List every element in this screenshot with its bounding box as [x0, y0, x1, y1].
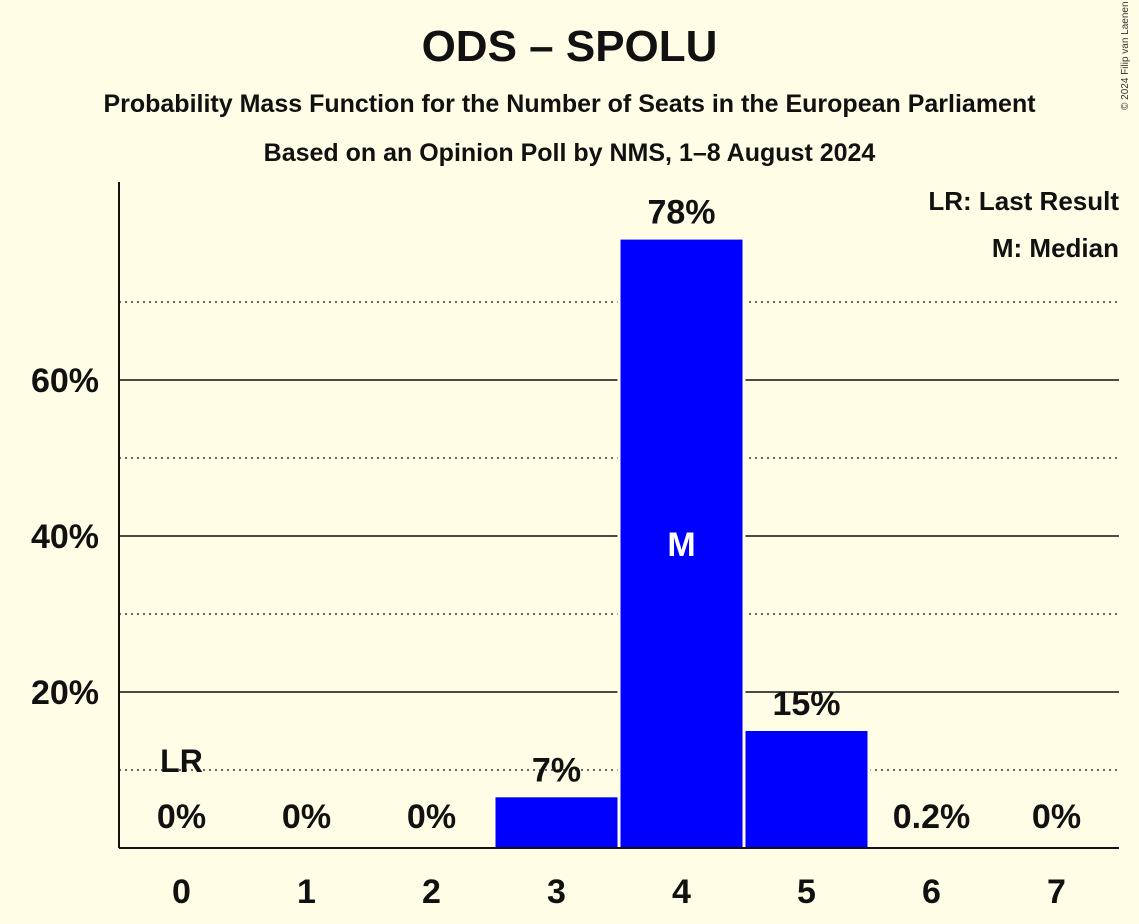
data-label: 15%: [772, 685, 840, 723]
bar: [745, 731, 868, 848]
x-tick-label: 4: [672, 873, 691, 911]
x-tick-label: 2: [422, 873, 441, 911]
data-label: 7%: [532, 751, 581, 789]
legend-median: M: Median: [991, 233, 1119, 263]
data-label: 0.2%: [893, 798, 971, 836]
data-label: 0%: [1032, 798, 1081, 836]
data-label: 0%: [407, 798, 456, 836]
y-tick-label: 60%: [31, 362, 99, 400]
bar: [495, 797, 618, 848]
data-label: 0%: [157, 798, 206, 836]
x-tick-label: 7: [1047, 873, 1066, 911]
chart-source: Based on an Opinion Poll by NMS, 1–8 Aug…: [263, 139, 876, 167]
legend-last-result: LR: Last Result: [928, 186, 1119, 216]
data-label: 78%: [647, 194, 715, 232]
y-tick-label: 20%: [31, 674, 99, 712]
last-result-marker: LR: [160, 743, 203, 779]
y-tick-label: 40%: [31, 518, 99, 556]
x-tick-label: 0: [172, 873, 191, 911]
x-tick-label: 1: [297, 873, 316, 911]
chart-subtitle: Probability Mass Function for the Number…: [103, 90, 1036, 118]
median-marker: M: [667, 526, 695, 564]
data-label: 0%: [282, 798, 331, 836]
x-tick-label: 6: [922, 873, 941, 911]
x-tick-label: 3: [547, 873, 566, 911]
chart-title: ODS – SPOLU: [421, 22, 718, 71]
bar: [620, 239, 743, 849]
x-tick-label: 5: [797, 873, 816, 911]
